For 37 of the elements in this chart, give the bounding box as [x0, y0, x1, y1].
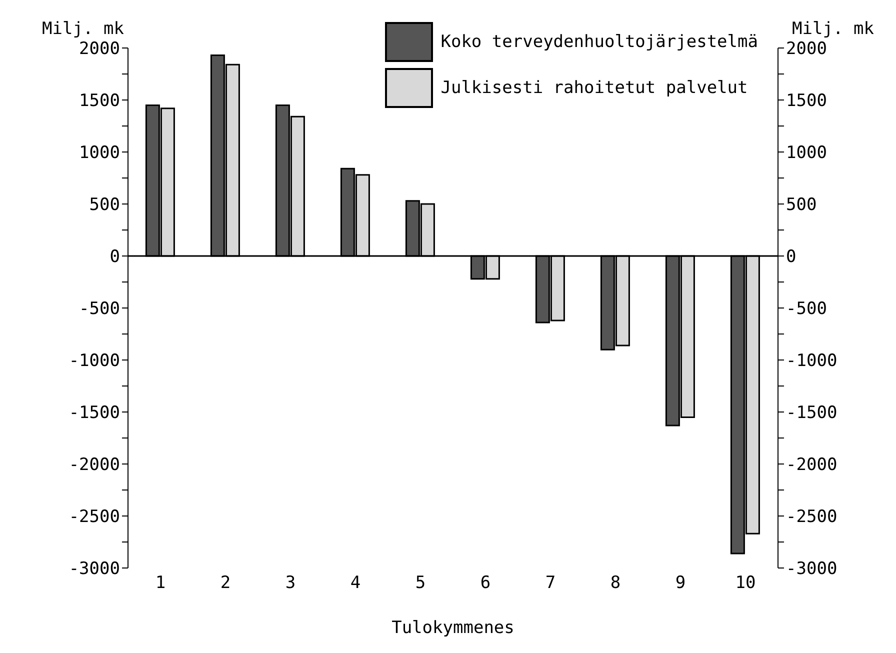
y-tick-label: -2000: [68, 455, 120, 476]
y2-tick-label: 1500: [786, 91, 827, 112]
x-tick-label: 5: [415, 573, 426, 594]
y2-tick-label: -2500: [786, 507, 838, 528]
x-tick-label: 7: [545, 573, 556, 594]
y-tick-label: -1500: [68, 403, 120, 424]
y-tick-label: 500: [89, 195, 120, 216]
y2-tick-label: 500: [786, 195, 817, 216]
x-tick-label: 2: [220, 573, 231, 594]
y2-tick-label: 0: [786, 247, 796, 268]
x-tick-label: 10: [735, 573, 756, 594]
y-tick-label: 1500: [79, 91, 120, 112]
x-tick-label: 9: [675, 573, 686, 594]
y2-tick-label: -2000: [786, 455, 838, 476]
y-tick-label: 1000: [79, 143, 120, 164]
y-tick-label: 2000: [79, 39, 120, 60]
legend-label: Koko terveydenhuoltojärjestelmä: [440, 32, 758, 52]
x-axis-title: Tulokymmenes: [392, 618, 514, 638]
y2-tick-label: 1000: [786, 143, 827, 164]
y2-tick-label: -1000: [786, 351, 838, 372]
y2-tick-label: -3000: [786, 559, 838, 580]
x-tick-label: 8: [610, 573, 621, 594]
y2-tick-label: -500: [786, 299, 827, 320]
y-axis-title: Milj. mk: [42, 19, 124, 39]
y-tick-label: -3000: [68, 559, 120, 580]
y2-tick-label: -1500: [786, 403, 838, 424]
x-tick-label: 6: [480, 573, 491, 594]
y-tick-label: -1000: [68, 351, 120, 372]
y-tick-label: -500: [79, 299, 120, 320]
y-tick-label: -2500: [68, 507, 120, 528]
legend-label: Julkisesti rahoitetut palvelut: [440, 78, 748, 98]
x-tick-label: 4: [350, 573, 361, 594]
y2-tick-label: 2000: [786, 39, 827, 60]
y2-axis-title: Milj. mk: [792, 19, 874, 39]
y-tick-label: 0: [110, 247, 120, 268]
x-tick-label: 1: [155, 573, 166, 594]
x-tick-label: 3: [285, 573, 296, 594]
